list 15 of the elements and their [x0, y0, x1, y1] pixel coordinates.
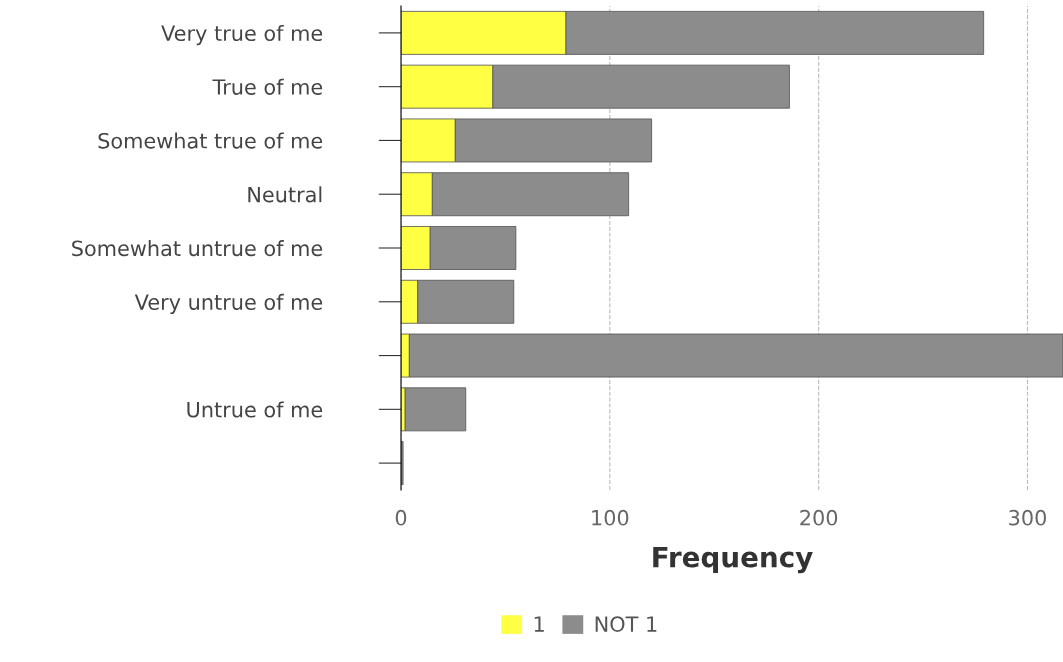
x-tick-label: 0: [395, 509, 407, 526]
legend-label: NOT 1: [595, 616, 657, 632]
legend-label: 1: [534, 616, 544, 632]
y-tick-label: Very untrue of me: [134, 293, 323, 315]
x-tick-label: 100: [592, 509, 629, 526]
x-tick-label: 200: [800, 509, 838, 526]
y-tick-label: Untrue of me: [187, 401, 323, 418]
y-tick-label: True of me: [212, 78, 323, 95]
y-tick-label: Somewhat true of me: [98, 132, 323, 149]
y-tick-label: Somewhat untrue of me: [72, 240, 323, 257]
x-tick-label: 300: [1009, 509, 1046, 526]
y-tick-label: Very true of me: [161, 24, 323, 46]
y-tick-label: Neutral: [248, 186, 322, 203]
x-axis-title: Frequency: [653, 546, 813, 574]
bar: [404, 387, 467, 432]
